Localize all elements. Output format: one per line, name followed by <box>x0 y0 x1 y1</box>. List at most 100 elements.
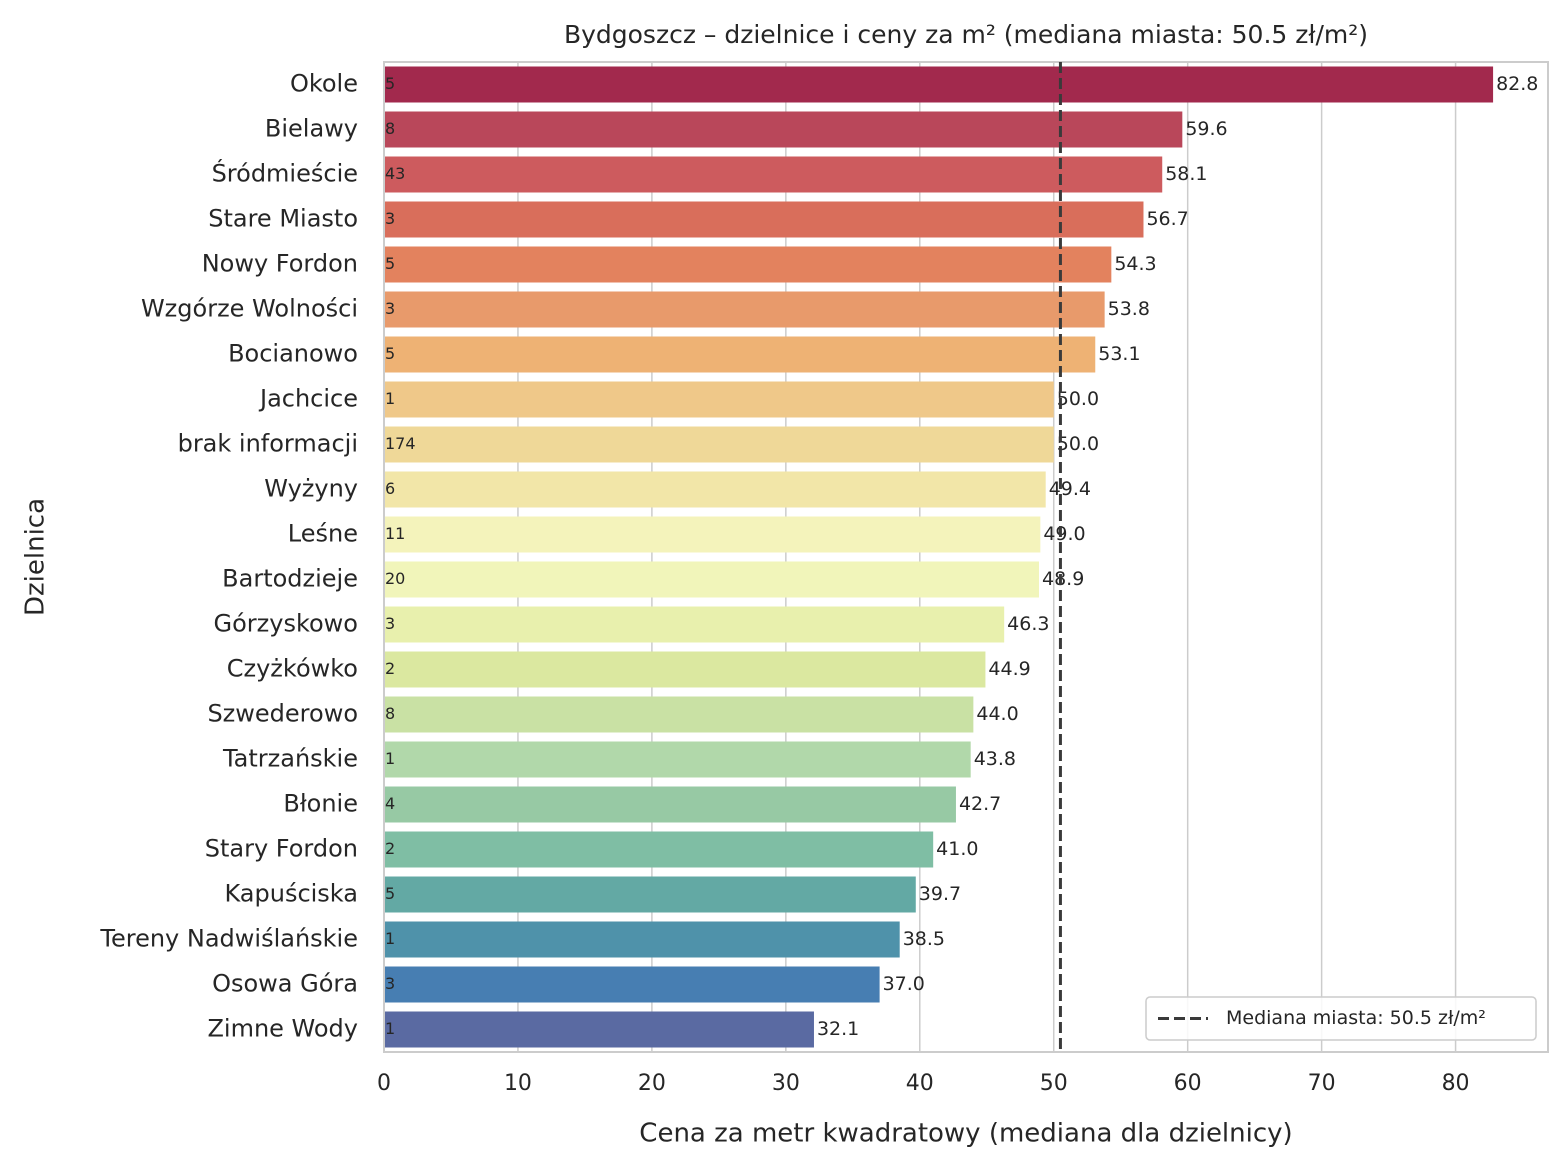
y-tick-label: Wyżyny <box>264 475 358 503</box>
value-label: 53.1 <box>1098 343 1140 365</box>
x-tick-label: 10 <box>504 1071 532 1096</box>
y-tick-label: Bocianowo <box>228 340 358 368</box>
bar <box>384 831 934 868</box>
count-label: 1 <box>385 389 395 408</box>
bar <box>384 966 880 1003</box>
value-label: 56.7 <box>1146 208 1188 230</box>
y-tick-label: Okole <box>290 70 358 98</box>
count-label: 6 <box>385 479 395 498</box>
count-label: 4 <box>385 794 395 813</box>
count-label: 1 <box>385 1019 395 1038</box>
value-label: 50.0 <box>1057 388 1099 410</box>
count-label: 1 <box>385 749 395 768</box>
x-tick-label: 60 <box>1174 1071 1202 1096</box>
value-label: 53.8 <box>1108 298 1150 320</box>
count-label: 5 <box>385 884 395 903</box>
legend-box <box>1145 996 1537 1041</box>
bar <box>384 471 1046 508</box>
bar <box>384 561 1040 598</box>
y-tick-label: Stary Fordon <box>205 835 358 863</box>
value-label: 43.8 <box>974 748 1016 770</box>
chart-title: Bydgoszcz – dzielnice i ceny za m² (medi… <box>564 20 1368 49</box>
plot-frame <box>383 61 1549 1053</box>
value-label: 37.0 <box>883 973 925 995</box>
y-tick-label: Tereny Nadwiślańskie <box>99 925 358 953</box>
value-label: 50.0 <box>1057 433 1099 455</box>
bar <box>384 606 1005 643</box>
count-label: 20 <box>385 569 405 588</box>
value-label: 49.4 <box>1049 478 1091 500</box>
bar <box>384 741 971 778</box>
count-label: 2 <box>385 659 395 678</box>
y-tick-label: Bartodzieje <box>222 565 358 593</box>
y-tick-label: Bielawy <box>265 115 358 143</box>
count-label: 5 <box>385 344 395 363</box>
value-label: 82.8 <box>1496 73 1538 95</box>
y-tick-label: Szwederowo <box>207 700 358 728</box>
y-axis-label: Dzielnica <box>21 498 51 616</box>
y-tick-label: Tatrzańskie <box>222 745 358 773</box>
bar <box>384 156 1163 193</box>
count-label: 5 <box>385 74 395 93</box>
y-tick-label: Leśne <box>288 520 358 548</box>
legend-label: Mediana miasta: 50.5 zł/m² <box>1226 1007 1486 1029</box>
x-tick-label: 0 <box>377 1071 391 1096</box>
value-label: 41.0 <box>936 838 978 860</box>
y-tick-label: Błonie <box>283 790 358 818</box>
y-tick-label: Górzyskowo <box>214 610 359 638</box>
count-label: 1 <box>385 929 395 948</box>
y-tick-label: Zimne Wody <box>207 1015 358 1043</box>
bar <box>384 111 1183 148</box>
count-label: 3 <box>385 614 395 633</box>
count-label: 3 <box>385 299 395 318</box>
value-label: 49.0 <box>1043 523 1085 545</box>
bar <box>384 426 1054 463</box>
count-label: 2 <box>385 839 395 858</box>
value-label: 39.7 <box>919 883 961 905</box>
y-tick-label: Śródmieście <box>212 158 358 188</box>
y-tick-label: Osowa Góra <box>212 970 358 998</box>
x-tick-label: 30 <box>772 1071 800 1096</box>
y-tick-label: Stare Miasto <box>208 205 358 233</box>
bar <box>384 516 1041 553</box>
x-tick-label: 70 <box>1308 1071 1336 1096</box>
bar <box>384 921 900 958</box>
value-label: 32.1 <box>817 1018 859 1040</box>
y-tick-label: Kapuściska <box>224 880 358 908</box>
bar <box>384 696 974 733</box>
value-label: 38.5 <box>903 928 945 950</box>
bar <box>384 336 1096 373</box>
bar <box>384 1011 814 1048</box>
count-label: 174 <box>385 434 416 453</box>
count-label: 5 <box>385 254 395 273</box>
y-tick-label: brak informacji <box>178 430 358 458</box>
x-tick-label: 50 <box>1040 1071 1068 1096</box>
value-label: 54.3 <box>1114 253 1156 275</box>
bar <box>384 876 916 913</box>
count-label: 11 <box>385 524 405 543</box>
value-label: 46.3 <box>1007 613 1049 635</box>
x-tick-label: 40 <box>906 1071 934 1096</box>
count-label: 3 <box>385 209 395 228</box>
x-tick-label: 80 <box>1442 1071 1470 1096</box>
value-label: 59.6 <box>1185 118 1227 140</box>
bar <box>384 291 1105 328</box>
bar <box>384 651 986 688</box>
bar <box>384 246 1112 283</box>
bar <box>384 786 956 823</box>
value-label: 44.9 <box>988 658 1030 680</box>
y-tick-label: Wzgórze Wolności <box>141 295 358 323</box>
y-tick-label: Czyżkówko <box>227 655 358 683</box>
bar <box>384 66 1494 103</box>
value-label: 42.7 <box>959 793 1001 815</box>
count-label: 8 <box>385 119 395 138</box>
value-label: 48.9 <box>1042 568 1084 590</box>
bar <box>384 201 1144 238</box>
count-label: 8 <box>385 704 395 723</box>
y-tick-label: Nowy Fordon <box>202 250 358 278</box>
value-label: 44.0 <box>976 703 1018 725</box>
x-tick-label: 20 <box>638 1071 666 1096</box>
y-tick-label: Jachcice <box>258 385 358 413</box>
count-label: 3 <box>385 974 395 993</box>
